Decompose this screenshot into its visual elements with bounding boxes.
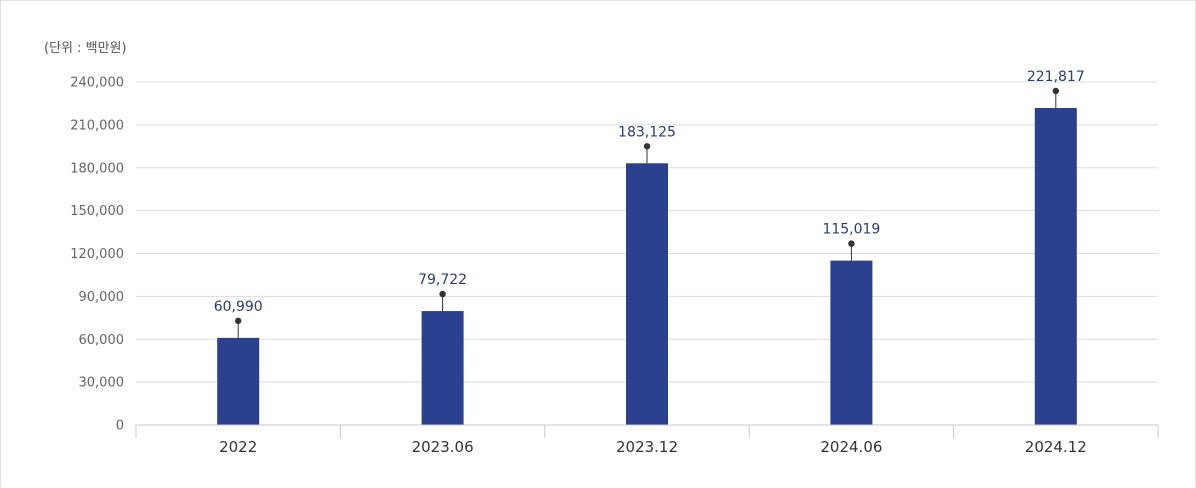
y-tick-label: 210,000 — [70, 118, 124, 133]
data-label: 115,019 — [822, 222, 880, 238]
unit-label: (단위 : 백만원) — [44, 41, 127, 56]
data-label: 79,722 — [418, 272, 467, 288]
y-tick-label: 150,000 — [70, 204, 124, 219]
y-tick-label: 180,000 — [70, 161, 124, 176]
y-tick-label: 120,000 — [70, 247, 124, 262]
data-label: 60,990 — [214, 299, 263, 315]
y-axis-ticks: 0 30,000 60,000 90,000 120,000 150,000 180,000… — [70, 76, 124, 434]
x-category-label: 2024.12 — [1025, 438, 1087, 456]
y-tick-label: 0 — [116, 419, 124, 434]
bar-2024.12 — [1034, 107, 1077, 425]
bar-2024.06 — [830, 260, 873, 425]
y-tick-label: 240,000 — [70, 76, 124, 91]
bar-2023.12 — [626, 163, 668, 425]
bar-2022 — [217, 337, 260, 425]
bar-marker-dot — [235, 317, 242, 325]
bar-2023.06 — [421, 311, 464, 425]
bar-marker-dot — [439, 290, 446, 298]
bar-marker-dot — [1052, 87, 1060, 95]
x-category-label: 2024.06 — [820, 438, 882, 456]
x-category-label: 2023.12 — [616, 438, 678, 456]
bars: 60,990 79,722 183,125 115,019 221,817 — [214, 69, 1085, 425]
data-label: 221,817 — [1027, 69, 1085, 85]
y-tick-label: 90,000 — [79, 290, 125, 305]
y-tick-label: 60,000 — [79, 333, 125, 348]
y-tick-label: 30,000 — [79, 376, 125, 391]
bar-marker-dot — [643, 143, 651, 150]
x-category-label: 2022 — [219, 438, 257, 456]
x-axis: 2022 2023.06 2023.12 2024.06 2024.12 — [135, 424, 1159, 456]
data-label: 183,125 — [618, 124, 676, 140]
bar-marker-dot — [848, 240, 855, 247]
x-category-label: 2023.06 — [412, 438, 474, 456]
